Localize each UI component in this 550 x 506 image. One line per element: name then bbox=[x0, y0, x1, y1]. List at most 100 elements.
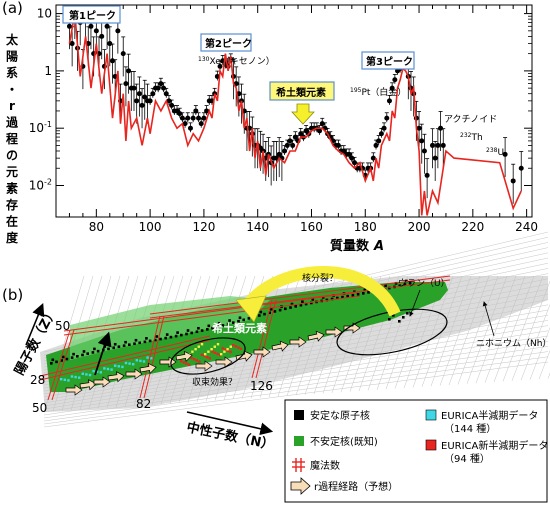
eurica-nucleus bbox=[150, 357, 153, 360]
data-point bbox=[136, 76, 142, 117]
stable-nucleus bbox=[180, 333, 183, 337]
y-axis-label-char: 元 bbox=[6, 165, 18, 179]
magic-line bbox=[149, 275, 451, 315]
legend-unstable-swatch bbox=[294, 436, 304, 446]
legend-magic-text: 魔法数 bbox=[310, 459, 340, 472]
peak3-label: 第3ピーク bbox=[366, 55, 413, 68]
eurica-new-nucleus bbox=[229, 350, 232, 354]
data-point bbox=[502, 137, 508, 178]
data-point bbox=[421, 133, 427, 174]
stable-nucleus bbox=[72, 352, 75, 356]
data-point bbox=[292, 131, 298, 142]
stable-nucleus bbox=[336, 296, 339, 300]
stable-nucleus bbox=[65, 357, 69, 361]
stable-nucleus bbox=[408, 281, 412, 285]
eurica-nucleus bbox=[88, 373, 92, 377]
stable-nucleus bbox=[247, 317, 251, 320]
eurica-nucleus bbox=[110, 368, 113, 371]
eurica-new-nucleus bbox=[223, 350, 226, 353]
stable-nucleus bbox=[237, 319, 240, 323]
y-axis-label-char: 過 bbox=[5, 115, 19, 130]
y-axis-label-char: ・ bbox=[6, 83, 18, 97]
stable-nucleus bbox=[362, 292, 365, 295]
stable-nucleus bbox=[301, 300, 304, 303]
data-point bbox=[376, 135, 382, 145]
data-point bbox=[179, 112, 185, 123]
stable-nucleus bbox=[93, 347, 96, 351]
magic-n-126: 126 bbox=[250, 379, 273, 393]
stable-nucleus bbox=[61, 355, 65, 359]
data-point bbox=[214, 70, 220, 81]
eurica-nucleus bbox=[142, 360, 146, 363]
data-point bbox=[429, 128, 435, 169]
stable-nucleus bbox=[405, 279, 408, 283]
data-point bbox=[298, 127, 304, 138]
data-point bbox=[107, 26, 113, 67]
eurica-new-nucleus bbox=[200, 353, 204, 356]
grid-line bbox=[439, 275, 481, 386]
stable-nucleus bbox=[112, 346, 115, 350]
eurica-nucleus bbox=[96, 370, 99, 373]
y-tick-label: 10-1 bbox=[29, 120, 52, 135]
stable-nucleus bbox=[388, 318, 391, 321]
stable-nucleus bbox=[113, 342, 117, 346]
data-point bbox=[144, 83, 150, 124]
eurica-new-nucleus bbox=[206, 356, 209, 359]
eurica-nucleus bbox=[117, 365, 120, 368]
grid-line bbox=[448, 275, 490, 386]
magic-z-50: 50 bbox=[55, 319, 70, 333]
stable-nucleus bbox=[284, 307, 287, 311]
stable-nucleus bbox=[221, 324, 225, 327]
eurica-new-nucleus bbox=[232, 344, 235, 347]
stable-nucleus bbox=[398, 320, 401, 323]
grid-line bbox=[43, 346, 549, 419]
eurica-new-nucleus bbox=[234, 345, 237, 348]
eurica-new-nucleus bbox=[185, 362, 188, 365]
eurica-new-nucleus bbox=[194, 348, 197, 351]
legend-stable-swatch bbox=[294, 410, 304, 420]
stable-nucleus bbox=[398, 284, 401, 288]
data-point bbox=[166, 95, 172, 105]
data-point bbox=[190, 112, 196, 123]
stable-nucleus bbox=[134, 338, 138, 342]
data-point bbox=[510, 163, 516, 204]
eurica-nucleus bbox=[146, 356, 149, 359]
data-point bbox=[378, 127, 384, 138]
peak2-label: 第2ピーク bbox=[205, 37, 252, 50]
eurica-new-nucleus bbox=[182, 361, 185, 364]
eurica-new-nucleus bbox=[195, 359, 198, 362]
r-process-arrow-icon bbox=[93, 376, 111, 388]
stable-nucleus bbox=[165, 333, 169, 336]
actinide-label: アクチノイド bbox=[444, 114, 497, 125]
y-axis-label-char: の bbox=[6, 149, 18, 163]
stable-nucleus bbox=[96, 349, 100, 353]
data-point bbox=[381, 122, 387, 133]
legend-rpath-text: r過程経路（予想） bbox=[314, 480, 398, 493]
grid-line bbox=[43, 356, 549, 425]
x-tick-label: 140 bbox=[246, 220, 269, 234]
z-axis-arrow-icon bbox=[25, 303, 45, 346]
rare-earth-arrow-icon bbox=[291, 103, 315, 125]
eurica-new-nucleus bbox=[213, 345, 216, 348]
magic-line bbox=[47, 329, 71, 401]
y-tick-label: 10-2 bbox=[29, 177, 52, 192]
rare-earth-ellipse bbox=[170, 337, 246, 375]
data-point bbox=[370, 152, 376, 163]
grid-line bbox=[43, 320, 549, 404]
data-point bbox=[163, 87, 169, 98]
r-process-arrow-icon bbox=[139, 362, 157, 375]
stable-nucleus bbox=[122, 344, 126, 347]
stable-nucleus bbox=[310, 301, 313, 305]
legend-eurica-count: （144 種） bbox=[444, 422, 496, 435]
stable-nucleus bbox=[356, 292, 360, 296]
eurica-nucleus bbox=[99, 371, 102, 374]
eurica-nucleus bbox=[63, 378, 66, 381]
peak1-label: 第1ピーク bbox=[69, 9, 116, 22]
grid-line bbox=[43, 314, 549, 401]
grid-line bbox=[520, 303, 550, 381]
grid-line bbox=[529, 327, 550, 380]
stable-nucleus bbox=[341, 295, 344, 299]
grid-line bbox=[493, 275, 535, 383]
magic-line bbox=[143, 315, 165, 399]
data-point bbox=[290, 139, 296, 150]
